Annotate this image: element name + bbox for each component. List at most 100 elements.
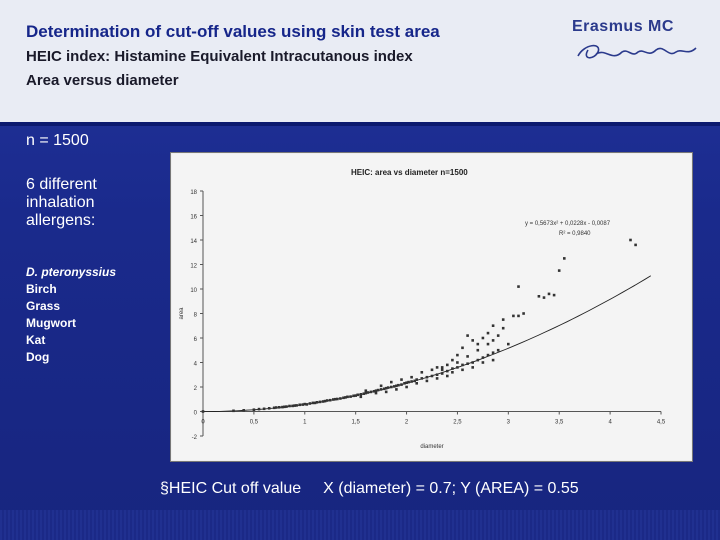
chart-background (172, 154, 691, 460)
data-point (537, 295, 541, 298)
data-point (547, 292, 551, 296)
y-tick-label: 16 (190, 215, 197, 221)
chart-title: HEIC: area vs diameter n=1500 (351, 168, 468, 177)
bullet-icon: § (160, 480, 169, 497)
data-point (634, 243, 637, 247)
data-point (390, 380, 393, 384)
data-point (552, 293, 556, 297)
data-point (366, 391, 370, 394)
data-point (275, 406, 278, 409)
y-tick-label: 10 (190, 288, 197, 294)
list-item: Kat (26, 333, 46, 347)
data-point (430, 374, 434, 378)
header-band (0, 0, 720, 122)
data-point (278, 406, 281, 409)
data-point (321, 400, 325, 403)
sample-size-label: n = 1500 (26, 132, 89, 149)
data-point (512, 314, 515, 318)
data-point (285, 405, 288, 408)
logo-wordmark: Erasmus MC (572, 18, 674, 35)
data-point (476, 348, 480, 352)
data-point (257, 407, 261, 411)
data-point (379, 388, 383, 391)
data-point (295, 404, 298, 407)
data-point (629, 238, 632, 242)
data-point (405, 381, 408, 384)
data-point (451, 358, 454, 362)
x-tick-label: 0 (201, 420, 205, 426)
data-point (446, 374, 449, 378)
data-point (405, 385, 408, 389)
data-point (311, 401, 315, 405)
y-tick-label: 8 (194, 313, 198, 319)
y-axis-label: area (179, 307, 185, 320)
header-divider (0, 122, 720, 126)
cutoff-values: X (diameter) = 0.7; Y (AREA) = 0.55 (323, 480, 579, 497)
data-point (456, 353, 459, 357)
data-point (356, 393, 359, 397)
data-point (376, 388, 380, 392)
x-tick-label: 1,5 (351, 420, 360, 426)
data-point (400, 378, 403, 381)
data-point (461, 368, 464, 372)
data-point (349, 395, 352, 398)
data-point (435, 366, 439, 369)
data-point (232, 409, 235, 413)
trendline-equation: y = 0,5673x² + 0,0228x - 0,0087 (525, 221, 611, 227)
data-point (563, 257, 566, 260)
data-point (486, 331, 490, 335)
data-point (397, 383, 400, 387)
data-point (395, 384, 398, 388)
data-point (291, 404, 294, 408)
data-point (344, 396, 347, 399)
data-point (491, 324, 495, 327)
data-point (440, 372, 444, 375)
x-axis-label: diameter (420, 444, 443, 450)
data-point (403, 382, 406, 385)
data-point (272, 406, 276, 410)
data-point (252, 408, 256, 411)
data-point (382, 387, 386, 391)
data-point (435, 377, 439, 380)
data-point (425, 375, 429, 379)
data-point (332, 398, 335, 401)
data-point (359, 395, 363, 399)
data-point (369, 390, 373, 394)
data-point (466, 355, 469, 358)
data-point (413, 379, 416, 383)
bottom-strip (0, 510, 720, 540)
data-point (384, 386, 388, 390)
data-point (471, 366, 474, 369)
list-item: Dog (26, 350, 50, 364)
x-tick-label: 4 (608, 420, 612, 426)
erasmus-logo: Erasmus MC (572, 18, 702, 68)
data-point (281, 405, 284, 409)
data-point (557, 269, 561, 272)
data-point (466, 362, 469, 365)
data-point (476, 358, 480, 362)
data-point (325, 399, 329, 402)
data-point (410, 375, 413, 379)
slide-title: Determination of cut-off values using sk… (26, 22, 440, 41)
data-point (491, 339, 495, 342)
data-point (384, 390, 388, 394)
data-point (346, 395, 349, 399)
data-point (395, 388, 398, 391)
data-point (379, 384, 383, 388)
data-point (446, 363, 449, 367)
data-point (481, 336, 485, 340)
data-point (507, 342, 510, 346)
chart-frame: HEIC: area vs diameter n=1500 -2 0 2 4 6 8 10 12… (170, 152, 693, 462)
data-point (354, 394, 357, 397)
data-point (440, 366, 444, 369)
data-point (352, 394, 355, 398)
data-point (451, 371, 454, 374)
x-tick-label: 4,5 (657, 420, 666, 426)
data-point (461, 363, 464, 367)
data-point (446, 369, 449, 373)
data-point (430, 368, 434, 372)
data-point (374, 389, 378, 392)
data-point (315, 401, 319, 404)
list-item: D. pteronyssius (26, 265, 117, 279)
data-point (390, 385, 393, 389)
